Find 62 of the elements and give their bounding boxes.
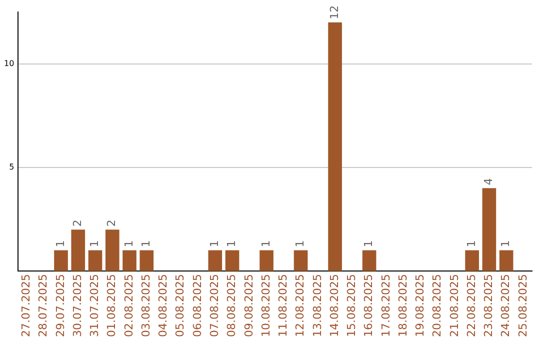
x-tick-label: 30.07.2025 bbox=[70, 274, 84, 338]
bar bbox=[88, 250, 102, 272]
y-tick-label: 10 bbox=[4, 58, 14, 68]
bar bbox=[328, 22, 342, 272]
x-tick-label: 22.08.2025 bbox=[464, 274, 478, 338]
bar bbox=[260, 250, 274, 272]
x-tick-label: 08.08.2025 bbox=[225, 274, 238, 338]
x-tick-label: 07.08.2025 bbox=[208, 274, 222, 338]
x-tick-label: 10.08.2025 bbox=[259, 274, 272, 338]
data-label: 1 bbox=[294, 240, 307, 248]
data-label: 1 bbox=[88, 240, 102, 248]
x-tick-label: 20.08.2025 bbox=[430, 274, 444, 338]
x-tick-label: 27.07.2025 bbox=[20, 274, 33, 338]
bar bbox=[294, 250, 308, 272]
bar bbox=[208, 250, 222, 272]
data-label: 4 bbox=[482, 178, 496, 186]
x-tick-label: 16.08.2025 bbox=[362, 274, 376, 338]
bar bbox=[105, 230, 120, 272]
x-tick-label: 19.08.2025 bbox=[414, 274, 427, 338]
x-tick-label: 12.08.2025 bbox=[294, 274, 307, 338]
y-tick-label: 5 bbox=[9, 162, 14, 172]
bar bbox=[362, 250, 376, 272]
data-label: 1 bbox=[54, 240, 67, 248]
bar bbox=[54, 250, 68, 272]
x-tick-label: 31.07.2025 bbox=[88, 274, 102, 338]
x-tick-label: 05.08.2025 bbox=[174, 274, 187, 338]
bar bbox=[225, 250, 240, 272]
data-label: 1 bbox=[259, 240, 272, 248]
x-tick-label: 25.08.2025 bbox=[516, 274, 530, 338]
x-tick-label: 01.08.2025 bbox=[105, 274, 118, 338]
data-label: 1 bbox=[362, 240, 376, 248]
bar bbox=[140, 250, 154, 272]
x-tick-label: 15.08.2025 bbox=[345, 274, 358, 338]
x-tick-label: 29.07.2025 bbox=[54, 274, 67, 338]
x-tick-label: 14.08.2025 bbox=[328, 274, 341, 338]
x-tick-label: 17.08.2025 bbox=[379, 274, 392, 338]
data-label: 1 bbox=[464, 240, 478, 248]
bar bbox=[71, 230, 86, 272]
x-tick-label: 28.07.2025 bbox=[36, 274, 50, 338]
data-label: 2 bbox=[70, 220, 84, 227]
data-label: 12 bbox=[328, 5, 341, 20]
bar bbox=[465, 250, 479, 272]
x-tick-label: 13.08.2025 bbox=[310, 274, 324, 338]
data-label: 1 bbox=[225, 240, 238, 248]
x-tick-label: 02.08.2025 bbox=[122, 274, 136, 338]
data-label: 2 bbox=[105, 220, 118, 227]
data-label: 1 bbox=[122, 240, 136, 248]
x-tick-label: 23.08.2025 bbox=[482, 274, 496, 338]
x-tick-label: 03.08.2025 bbox=[139, 274, 152, 338]
bar bbox=[122, 250, 136, 272]
data-label: 1 bbox=[139, 240, 152, 248]
x-tick-label: 18.08.2025 bbox=[396, 274, 410, 338]
x-tick-label: 06.08.2025 bbox=[190, 274, 204, 338]
x-tick-label: 21.08.2025 bbox=[448, 274, 461, 338]
x-tick-label: 11.08.2025 bbox=[276, 274, 290, 338]
bar bbox=[482, 188, 496, 272]
x-tick-label: 04.08.2025 bbox=[156, 274, 170, 338]
data-label: 1 bbox=[499, 240, 512, 248]
x-tick-label: 09.08.2025 bbox=[242, 274, 256, 338]
x-tick-label: 24.08.2025 bbox=[499, 274, 512, 338]
data-label: 1 bbox=[208, 240, 222, 248]
bar bbox=[499, 250, 514, 272]
